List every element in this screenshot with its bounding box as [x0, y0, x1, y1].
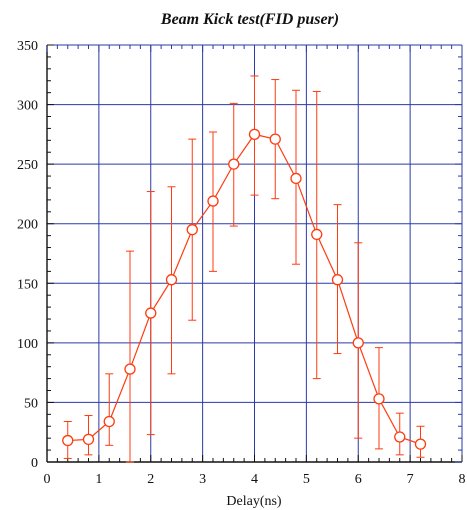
data-point [186, 224, 198, 236]
data-point [124, 363, 136, 375]
y-tick-label: 350 [17, 39, 38, 54]
x-tick-label: 6 [355, 472, 362, 487]
x-tick-label: 0 [44, 472, 51, 487]
x-tick-labels: 0 1 2 3 4 5 6 7 8 [44, 472, 466, 487]
data-point [373, 393, 385, 405]
y-tick-label: 100 [17, 337, 38, 352]
x-axis-label: Delay(ns) [226, 494, 282, 509]
series-line [67, 133, 421, 445]
x-tick-label: 4 [251, 472, 258, 487]
y-tick-label: 50 [24, 396, 38, 411]
data-point [290, 172, 302, 185]
y-tick-label: 0 [31, 456, 38, 471]
data-markers [62, 128, 427, 450]
error-bars [63, 75, 425, 463]
data-point [165, 274, 178, 286]
data-point [207, 195, 219, 207]
data-point [414, 438, 427, 450]
y-tick-label: 300 [17, 99, 38, 114]
data-point [82, 433, 95, 446]
x-tick-label: 8 [459, 472, 466, 487]
data-point [269, 133, 281, 145]
y-tick-label: 150 [17, 277, 38, 292]
series-polyline [67, 133, 421, 445]
y-tick-label: 200 [17, 218, 38, 233]
x-tick-label: 5 [303, 472, 310, 487]
y-tick-label: 250 [17, 158, 38, 173]
axis-ticks [46, 44, 463, 463]
data-point [145, 307, 157, 319]
data-point [228, 158, 240, 170]
x-tick-label: 3 [199, 472, 206, 487]
x-tick-label: 2 [147, 472, 154, 487]
data-point [103, 415, 115, 428]
y-tick-labels: 0 50 100 150 200 250 300 350 [17, 39, 38, 471]
data-point [394, 431, 406, 443]
chart-title: Beam Kick test(FID puser) [160, 11, 339, 28]
data-point [248, 128, 261, 141]
data-point [331, 274, 344, 286]
data-point [352, 337, 364, 349]
data-point [62, 434, 74, 447]
data-point [311, 228, 323, 241]
x-tick-label: 1 [95, 472, 102, 487]
x-tick-label: 7 [407, 472, 414, 487]
